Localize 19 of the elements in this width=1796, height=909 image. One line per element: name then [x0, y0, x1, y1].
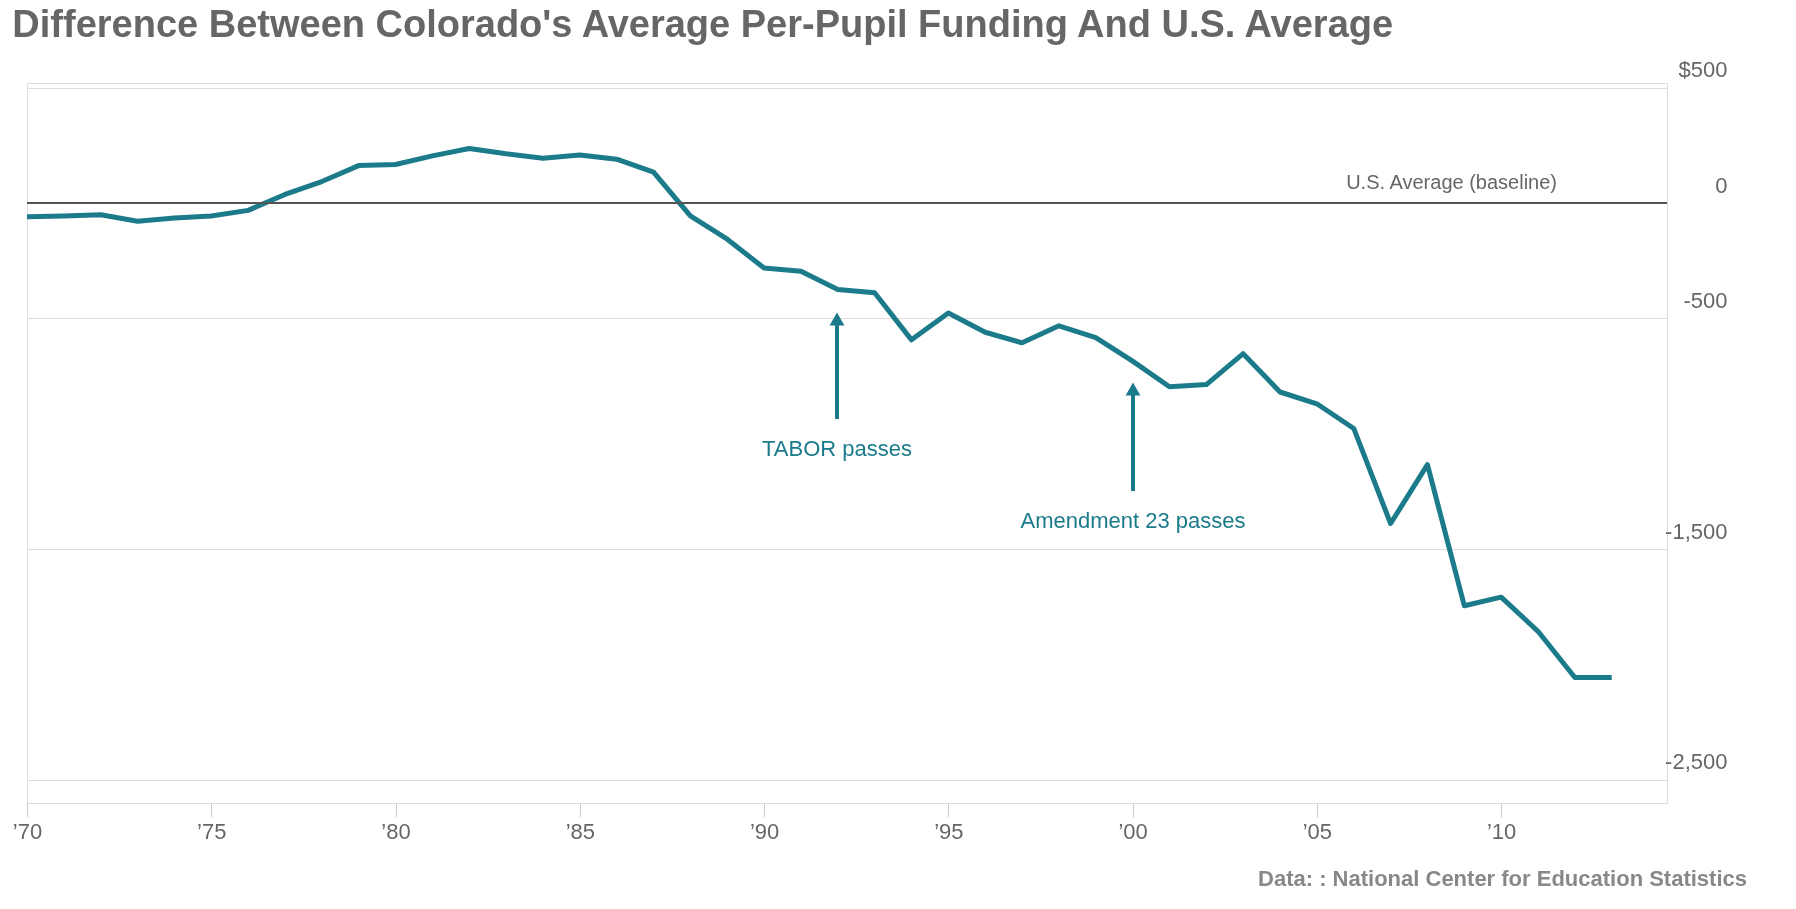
chart-title: Difference Between Colorado's Average Per-Pupil Funding And U.S. Average [12, 2, 1394, 45]
x-tick-label: ’00 [1118, 818, 1148, 844]
x-tick-label: ’85 [565, 818, 595, 844]
text: Data: : National Center for Education Statistics [1258, 866, 1747, 891]
x-tick-label: ’10 [1486, 818, 1517, 844]
x-tick-label: ’75 [197, 818, 227, 844]
annotation: Amendment 23 passes [1020, 508, 1246, 533]
x-tick-label: ’05 [1302, 818, 1333, 844]
y-tick-label: -2,500 [1665, 749, 1728, 775]
y-tick-label: -1,500 [1665, 518, 1728, 544]
x-tick-label: ’95 [934, 818, 964, 844]
x-tick-label: ’90 [749, 818, 780, 844]
x-tick-label: ’70 [12, 818, 43, 844]
x-tick-label: ’80 [381, 818, 411, 844]
y-tick-label: 0 [1715, 172, 1728, 198]
y-tick-label: -500 [1683, 287, 1728, 313]
y-tick-label: $500 [1678, 57, 1728, 83]
annotation: TABOR passes [762, 436, 912, 461]
ref-line-label: U.S. Average (baseline) [1346, 171, 1557, 193]
